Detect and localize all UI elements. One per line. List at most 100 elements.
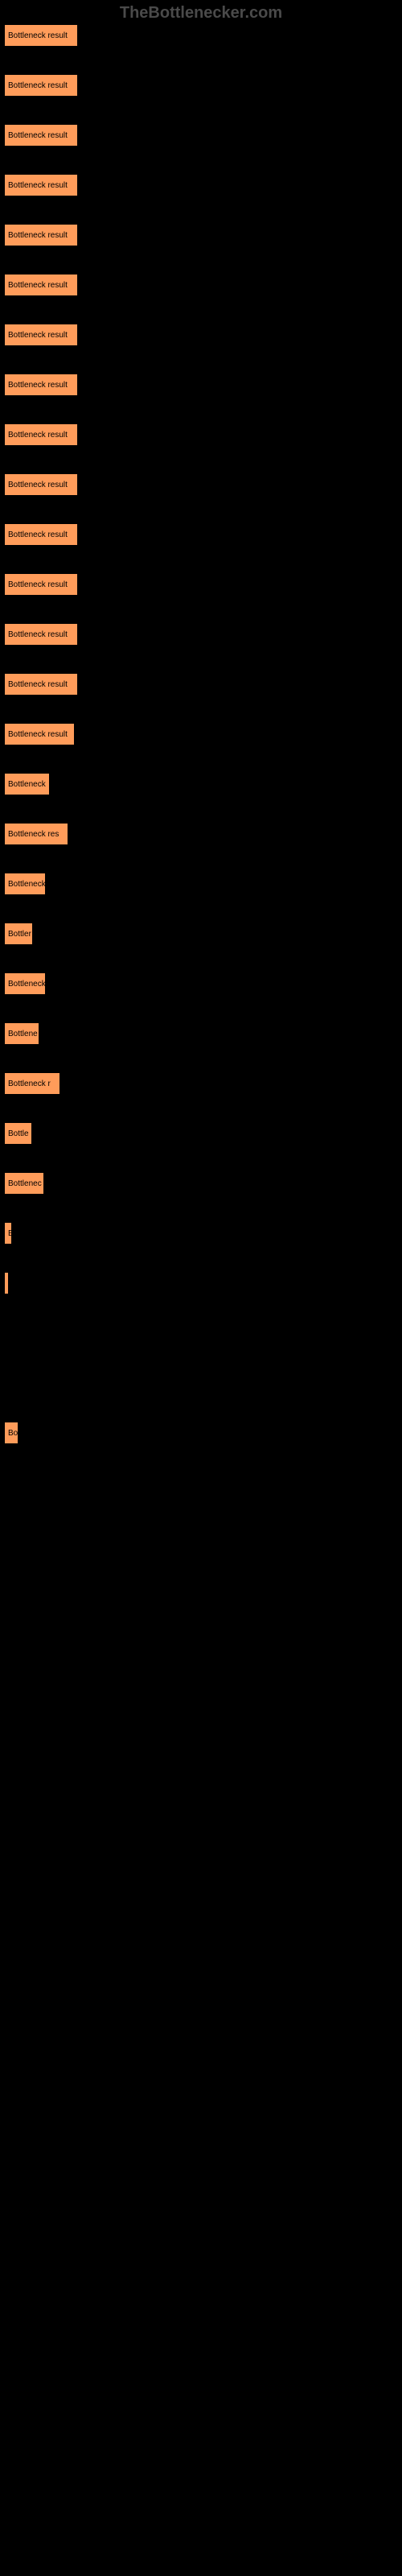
bar: Bottleneck r — [4, 1072, 60, 1095]
bar-row — [4, 2021, 402, 2062]
bar-label: Bottleneck result — [8, 281, 68, 290]
bar-row — [4, 1472, 402, 1513]
bar-row — [4, 1921, 402, 1963]
bar: Bottleneck res — [4, 823, 68, 845]
bar: Bottleneck result — [4, 473, 78, 496]
bar: Bottleneck — [4, 873, 46, 895]
bar-row — [4, 1771, 402, 1813]
bar-row — [4, 1671, 402, 1713]
bar: Bottleneck result — [4, 673, 78, 696]
bar: Bottleneck result — [4, 174, 78, 196]
bar: Bottleneck result — [4, 423, 78, 446]
bar-row — [4, 1621, 402, 1663]
bar-row — [4, 2220, 402, 2262]
bar-label: Bottleneck result — [8, 31, 68, 40]
bar-label: Bottleneck — [8, 880, 46, 889]
bar-row: Bottleneck result — [4, 24, 402, 66]
bar-row: Bottleneck result — [4, 374, 402, 415]
bar-row: Bottle — [4, 1122, 402, 1164]
bar-row: Bottleneck result — [4, 174, 402, 216]
bar-row — [4, 2170, 402, 2212]
bar: Bottleneck result — [4, 523, 78, 546]
bar-label: Bottler — [8, 930, 31, 939]
bar-label: Bottleneck result — [8, 231, 68, 240]
bar-row — [4, 1721, 402, 1763]
bar-row: Bottleneck r — [4, 1072, 402, 1114]
bar: Bottlene — [4, 1022, 39, 1045]
bar-row: Bottleneck res — [4, 823, 402, 865]
bar-label: Bottle — [8, 1129, 29, 1138]
bar-row — [4, 1971, 402, 2013]
bar-label: Bottleneck result — [8, 630, 68, 639]
bar-row: Bottleneck result — [4, 124, 402, 166]
bar-row: Bottleneck — [4, 873, 402, 914]
bar-row: Bottlene — [4, 1022, 402, 1064]
bar-row — [4, 2520, 402, 2562]
bar-label: Bottleneck result — [8, 381, 68, 390]
bar: Bottleneck result — [4, 374, 78, 396]
bar: Bottleneck result — [4, 573, 78, 596]
bar-label: Bottleneck result — [8, 530, 68, 539]
bar-row: Bottleneck — [4, 773, 402, 815]
bar-row: Bo — [4, 1422, 402, 1463]
bar: Bottleneck result — [4, 723, 75, 745]
bar-label: Bottleneck result — [8, 131, 68, 140]
bar-row: Bottleneck result — [4, 723, 402, 765]
bar-row: Bottleneck result — [4, 324, 402, 365]
bar: Bottleneck result — [4, 224, 78, 246]
bar: Bottleneck result — [4, 124, 78, 147]
bar-row: Bottleneck — [4, 972, 402, 1014]
bar-row — [4, 2370, 402, 2412]
bar-row: Bottleneck result — [4, 523, 402, 565]
bar-row — [4, 1821, 402, 1863]
bar-row — [4, 2270, 402, 2312]
bar-label: Bottleneck result — [8, 580, 68, 589]
bar-label: Bottleneck r — [8, 1080, 51, 1088]
bar-row — [4, 1871, 402, 1913]
bar-row — [4, 2120, 402, 2162]
bar-label: B — [8, 1229, 12, 1238]
bar-label: Bottlenec — [8, 1179, 42, 1188]
bar-label: Bottlene — [8, 1030, 38, 1038]
bar-row: Bottleneck result — [4, 224, 402, 266]
bar-row — [4, 2070, 402, 2112]
bar-row — [4, 1521, 402, 1563]
bar-label: Bottleneck result — [8, 181, 68, 190]
bar-row: Bottleneck result — [4, 274, 402, 316]
chart-container: Bottleneck result Bottleneck result Bottle… — [0, 0, 402, 2562]
bar-row: Bottler — [4, 923, 402, 964]
bar-row: Bottleneck result — [4, 473, 402, 515]
bar-label: Bottleneck — [8, 980, 46, 989]
watermark: TheBottlenecker.com — [120, 4, 282, 23]
bar-label: Bottleneck res — [8, 830, 59, 839]
bar-row: B — [4, 1222, 402, 1264]
bar-label: Bottleneck result — [8, 331, 68, 340]
bar-row: Bottleneck result — [4, 673, 402, 715]
bar-label: Bottleneck result — [8, 81, 68, 90]
bar: Bottleneck result — [4, 274, 78, 296]
bar: B — [4, 1222, 12, 1245]
bar: Bottleneck result — [4, 324, 78, 346]
bar-row — [4, 1322, 402, 1364]
bar-row — [4, 1372, 402, 1414]
bar: Bottleneck — [4, 773, 50, 795]
bar: Bottleneck result — [4, 623, 78, 646]
bar — [4, 1272, 9, 1294]
bar: Bo — [4, 1422, 18, 1444]
bar: Bottleneck — [4, 972, 46, 995]
bar-row — [4, 2420, 402, 2462]
bar-row: Bottleneck result — [4, 74, 402, 116]
bar: Bottleneck result — [4, 24, 78, 47]
bar-label: Bottleneck result — [8, 680, 68, 689]
bar-row — [4, 1571, 402, 1613]
bar: Bottleneck result — [4, 74, 78, 97]
bar-row — [4, 1272, 402, 1314]
bar-row — [4, 2470, 402, 2512]
bar-row: Bottlenec — [4, 1172, 402, 1214]
bar-row: Bottleneck result — [4, 623, 402, 665]
bar-label: Bottleneck result — [8, 481, 68, 489]
bar: Bottle — [4, 1122, 32, 1145]
bar-row — [4, 2320, 402, 2362]
bar-label: Bottleneck — [8, 780, 46, 789]
bar-row: Bottleneck result — [4, 423, 402, 465]
